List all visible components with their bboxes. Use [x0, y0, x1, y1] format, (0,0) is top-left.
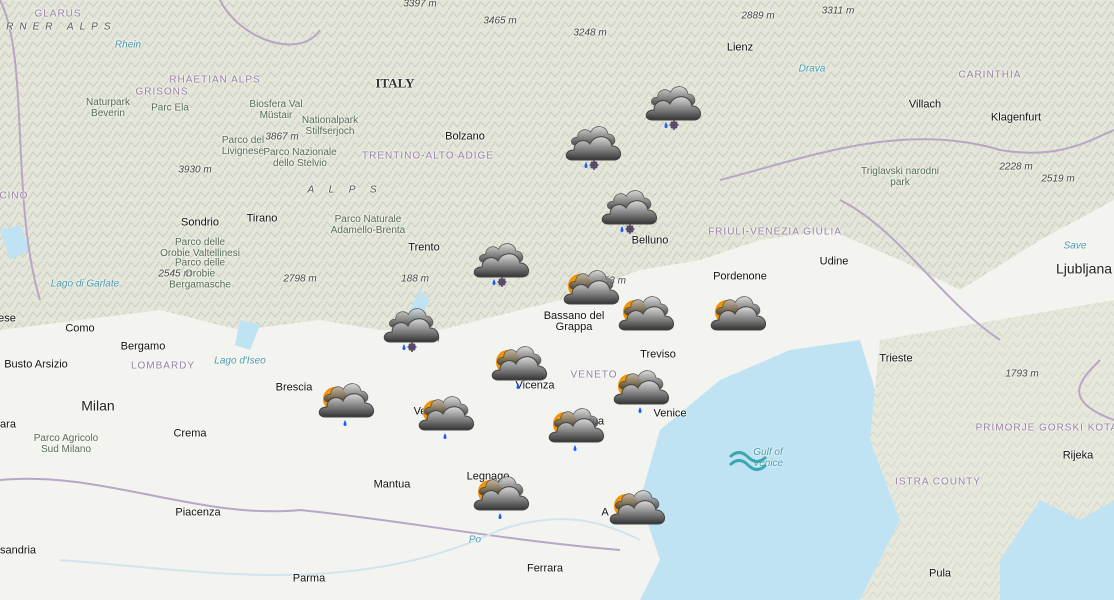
- map-label-city: Venice: [653, 407, 687, 420]
- map-label-region: GLARUS: [34, 8, 82, 20]
- map-label-city: sandria: [0, 544, 37, 557]
- cloud-rain-snow-icon[interactable]: [468, 241, 532, 289]
- map-label-elev: 2545 m: [158, 268, 192, 280]
- map-label-city: Klagenfurt: [990, 111, 1042, 124]
- map-label-city: Tirano: [246, 212, 278, 225]
- map-label-region: GRISONS: [135, 86, 189, 98]
- map-label-park: Biosfera Val Müstair: [249, 99, 303, 121]
- map-label-elev: 3867 m: [265, 131, 299, 143]
- map-label-water: Lago di Garlate: [50, 278, 120, 290]
- map-label-elev: 3397 m: [403, 0, 437, 10]
- map-label-city: Bolzano: [445, 130, 485, 143]
- map-label-region: TRENTINO-ALTO ADIGE: [362, 150, 494, 162]
- map-label-elev: 2519 m: [1041, 173, 1075, 185]
- map-label-region: CARINTHIA: [958, 69, 1022, 81]
- sun-cloud-rain-icon[interactable]: [543, 406, 607, 454]
- cloud-rain-snow-icon[interactable]: [640, 84, 704, 132]
- map-label-city: Busto Arsizio: [4, 358, 68, 371]
- map-label-city: ara: [0, 418, 16, 431]
- sun-cloud-icon[interactable]: [604, 488, 668, 536]
- map-label-big: Ljubljana: [1055, 260, 1113, 277]
- map-label-water: Rhein: [114, 39, 142, 51]
- sun-cloud-icon[interactable]: [613, 294, 677, 342]
- map-label-city: Como: [65, 322, 95, 335]
- map-label-city: Treviso: [640, 348, 676, 361]
- map-label-city: A: [601, 506, 609, 519]
- sun-cloud-icon[interactable]: [705, 294, 769, 342]
- sun-cloud-rain-icon[interactable]: [468, 474, 532, 522]
- cloud-rain-snow-icon[interactable]: [378, 306, 442, 354]
- waves-icon: [728, 451, 768, 471]
- map-label-city: Legnago: [466, 470, 510, 483]
- map-label-big: Milan: [81, 397, 115, 414]
- map-label-city: Belluno: [631, 234, 669, 247]
- map-label-region: LOMBARDY: [130, 360, 196, 372]
- map-label-country: ITALY: [375, 75, 415, 91]
- map-label-range: A L P S: [307, 184, 383, 196]
- map-label-city: Lienz: [726, 41, 754, 54]
- map-label-city: Bassano del Grappa: [543, 310, 605, 333]
- map-label-water: Save: [1063, 240, 1087, 252]
- map-label-city: Sondrio: [181, 216, 219, 229]
- map-label-park: Naturpark Beverin: [86, 97, 130, 119]
- map-label-region: VENETO: [570, 369, 618, 381]
- map-label-region: ISTRA COUNTY: [895, 476, 981, 488]
- map-label-elev: 188 m: [401, 273, 429, 285]
- map-label-water: Po: [468, 534, 482, 546]
- map-label-city: Pordenone: [713, 270, 767, 283]
- map-label-elev: 3248 m: [573, 27, 607, 39]
- map-label-city: Mantua: [373, 478, 411, 491]
- map-label-city: ese: [0, 312, 16, 325]
- map-label-region: ICINO: [0, 190, 29, 202]
- map-label-city: Trento: [408, 241, 440, 254]
- map-label-park: Parco Naturale Adamello-Brenta: [330, 214, 406, 236]
- map-label-region: RHAETIAN ALPS: [169, 74, 261, 86]
- map-label-water: Lago d'Iseo: [214, 355, 266, 367]
- sun-cloud-rain-icon[interactable]: [413, 394, 477, 442]
- map-label-water: Gulf of Venice: [752, 447, 784, 469]
- map-label-park: Parc Ela: [151, 102, 189, 114]
- map-label-range: ARNER ALPS: [0, 21, 117, 33]
- sun-cloud-rain-icon[interactable]: [486, 344, 550, 392]
- map-label-city: Piacenza: [175, 506, 221, 519]
- map-label-city: Ferrara: [526, 562, 564, 575]
- cloud-rain-snow-icon[interactable]: [596, 188, 660, 236]
- map-label-city: Vicenza: [515, 379, 555, 392]
- map-label-city: Villach: [908, 98, 942, 111]
- sun-cloud-icon[interactable]: [558, 268, 622, 316]
- map-label-city: Rijeka: [1062, 449, 1094, 462]
- map-label-park: Parco delle Orobie Bergamasche: [169, 257, 231, 291]
- map-label-city: Brescia: [275, 381, 313, 394]
- map-label-city: Udine: [819, 255, 849, 268]
- map-label-city: Trieste: [879, 352, 913, 365]
- map-label-park: Triglavski narodni park: [861, 166, 939, 188]
- map-label-city: Ve: [413, 405, 427, 418]
- map-label-elev: 3930 m: [178, 164, 212, 176]
- map-label-park: Parco Agricolo Sud Milano: [33, 433, 99, 455]
- map-label-city: Crema: [173, 427, 207, 440]
- map-label-region: FRIULI-VENEZIA GIULIA: [708, 226, 842, 238]
- map-label-elev: 2798 m: [283, 273, 317, 285]
- map-label-park: Parco delle Orobie Valtellinesi: [160, 237, 240, 259]
- map-label-park: Parco Nazionale dello Stelvio: [263, 147, 337, 169]
- map-label-region: PRIMORJE GORSKI KOTAR COUNTY: [975, 422, 1114, 434]
- map-label-city: Bergamo: [120, 340, 166, 353]
- map-label-water: Drava: [798, 63, 826, 75]
- map-label-park: Parco del Livignese: [221, 135, 265, 157]
- map-label-elev: 3311 m: [821, 5, 855, 17]
- map-label-city: Parma: [292, 572, 326, 585]
- map-label-elev: 3465 m: [483, 15, 517, 27]
- sun-cloud-rain-icon[interactable]: [608, 368, 672, 416]
- map-label-elev: 2889 m: [741, 10, 775, 22]
- map-label-elev: 2228 m: [999, 161, 1033, 173]
- map-label-elev: 1793 m: [1005, 368, 1039, 380]
- map-label-city: Pula: [928, 567, 952, 580]
- sun-cloud-rain-icon[interactable]: [313, 381, 377, 429]
- map-label-park: Nationalpark Stilfserjoch: [301, 115, 359, 137]
- cloud-rain-snow-icon[interactable]: [560, 124, 624, 172]
